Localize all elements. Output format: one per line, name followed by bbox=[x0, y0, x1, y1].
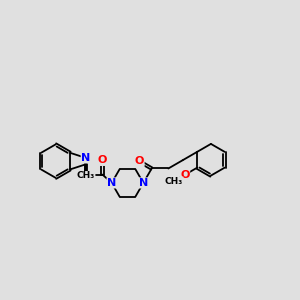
Text: CH₃: CH₃ bbox=[77, 172, 95, 181]
Text: N: N bbox=[81, 153, 91, 163]
Text: O: O bbox=[98, 155, 107, 165]
Text: CH₃: CH₃ bbox=[165, 177, 183, 186]
Text: O: O bbox=[135, 156, 144, 167]
Text: N: N bbox=[139, 178, 148, 188]
Text: N: N bbox=[107, 178, 116, 188]
Text: O: O bbox=[180, 170, 190, 180]
